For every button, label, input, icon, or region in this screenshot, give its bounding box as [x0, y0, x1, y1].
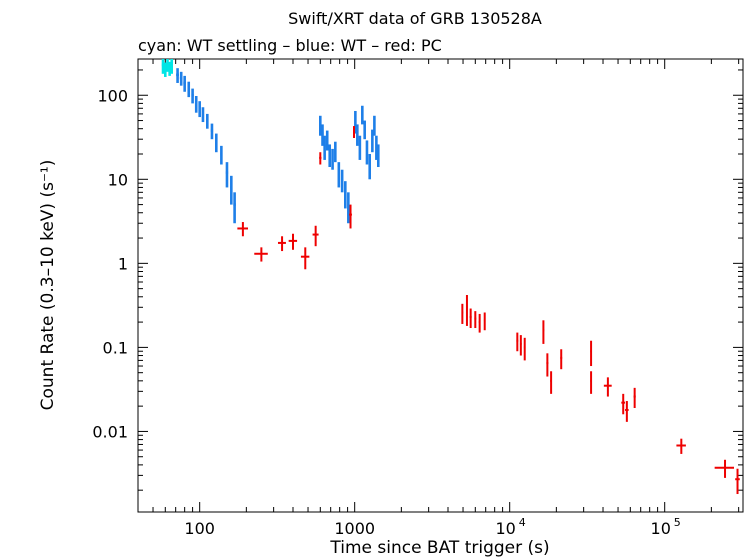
data-point: [358, 135, 362, 160]
data-point: [375, 135, 378, 160]
data-point: [170, 59, 174, 74]
data-point: [361, 105, 364, 125]
data-point: [277, 236, 286, 252]
axis-ticks: [137, 59, 743, 512]
data-point: [621, 393, 626, 415]
data-point: [300, 247, 310, 270]
data-point: [676, 438, 686, 454]
data-point: [344, 181, 347, 209]
chart-title: Swift/XRT data of GRB 130528A: [288, 9, 542, 28]
x-tick-label: 100: [184, 519, 215, 538]
data-point: [325, 130, 329, 151]
data-point: [469, 308, 472, 329]
data-point: [590, 340, 593, 367]
series-wt: [176, 68, 380, 224]
data-point: [254, 247, 268, 262]
data-point: [603, 377, 612, 397]
y-tick-label: 0.1: [103, 338, 128, 357]
y-tick-labels: 100 10 1 0.1 0.01: [92, 86, 128, 441]
data-point: [183, 75, 186, 92]
y-tick-label: 1: [118, 254, 128, 273]
data-point: [735, 468, 740, 495]
data-point: [714, 459, 735, 478]
data-point: [365, 140, 369, 165]
data-point: [633, 387, 636, 409]
data-point: [483, 312, 486, 331]
data-point: [560, 349, 563, 370]
series-wt-settling: [161, 59, 174, 77]
data-point: [161, 59, 165, 74]
data-point: [353, 126, 356, 139]
x-tick-label: 1000: [334, 519, 375, 538]
data-point: [163, 62, 167, 77]
data-point: [590, 371, 593, 394]
data-point: [233, 192, 236, 224]
data-point: [328, 144, 332, 168]
data-point: [334, 141, 337, 163]
data-point: [349, 204, 352, 229]
data-point: [206, 113, 209, 129]
data-point: [319, 152, 322, 165]
data-point: [478, 313, 481, 333]
data-point: [215, 133, 218, 153]
y-axis-label: Count Rate (0.3–10 keV) (s⁻¹): [38, 160, 58, 411]
data-point: [179, 71, 183, 86]
data-point: [319, 115, 322, 136]
x-axis-label: Time since BAT trigger (s): [329, 538, 549, 558]
plot-frame: [137, 58, 744, 513]
data-point: [323, 135, 326, 160]
data-point: [321, 124, 324, 146]
data-point: [312, 225, 319, 247]
data-point: [371, 129, 374, 153]
y-tick-label: 100: [97, 86, 128, 105]
data-point: [546, 353, 549, 377]
chart-subtitle: cyan: WT settling – blue: WT – red: PC: [138, 36, 442, 55]
data-point: [340, 169, 344, 193]
x-tick-labels: 100 1000 10 4 10 5: [184, 516, 680, 538]
series-pc: [237, 126, 740, 495]
data-point: [376, 144, 380, 168]
data-point: [198, 101, 201, 118]
data-point: [465, 295, 468, 326]
data-point: [166, 59, 169, 72]
x-tick-label: 10: [496, 519, 516, 538]
data-point: [356, 124, 359, 146]
data-series: [161, 59, 740, 495]
data-point: [201, 107, 205, 123]
data-point: [168, 61, 171, 76]
data-point: [354, 110, 357, 134]
x-tick-label: 10: [651, 519, 671, 538]
data-point: [368, 153, 372, 180]
data-point: [461, 303, 464, 324]
data-point: [225, 162, 229, 188]
data-point: [373, 115, 376, 136]
data-point: [176, 68, 179, 83]
x-tick-exponent: 4: [519, 516, 526, 529]
data-point: [237, 222, 249, 237]
y-tick-label: 0.01: [92, 422, 128, 441]
data-point: [331, 148, 334, 170]
data-point: [474, 311, 477, 329]
data-point: [337, 162, 341, 188]
data-point: [625, 401, 629, 422]
data-point: [542, 320, 545, 344]
data-point: [550, 371, 553, 394]
data-point: [194, 95, 198, 113]
data-point: [288, 233, 298, 250]
data-point: [187, 81, 191, 98]
data-point: [191, 88, 194, 104]
y-tick-label: 10: [108, 170, 128, 189]
data-point: [210, 123, 214, 140]
data-point: [363, 120, 366, 140]
data-point: [230, 175, 233, 205]
x-tick-exponent: 5: [674, 516, 681, 529]
data-point: [220, 145, 223, 165]
data-point: [347, 192, 350, 224]
data-point: [516, 332, 519, 352]
data-point: [519, 335, 522, 356]
data-point: [523, 337, 526, 361]
